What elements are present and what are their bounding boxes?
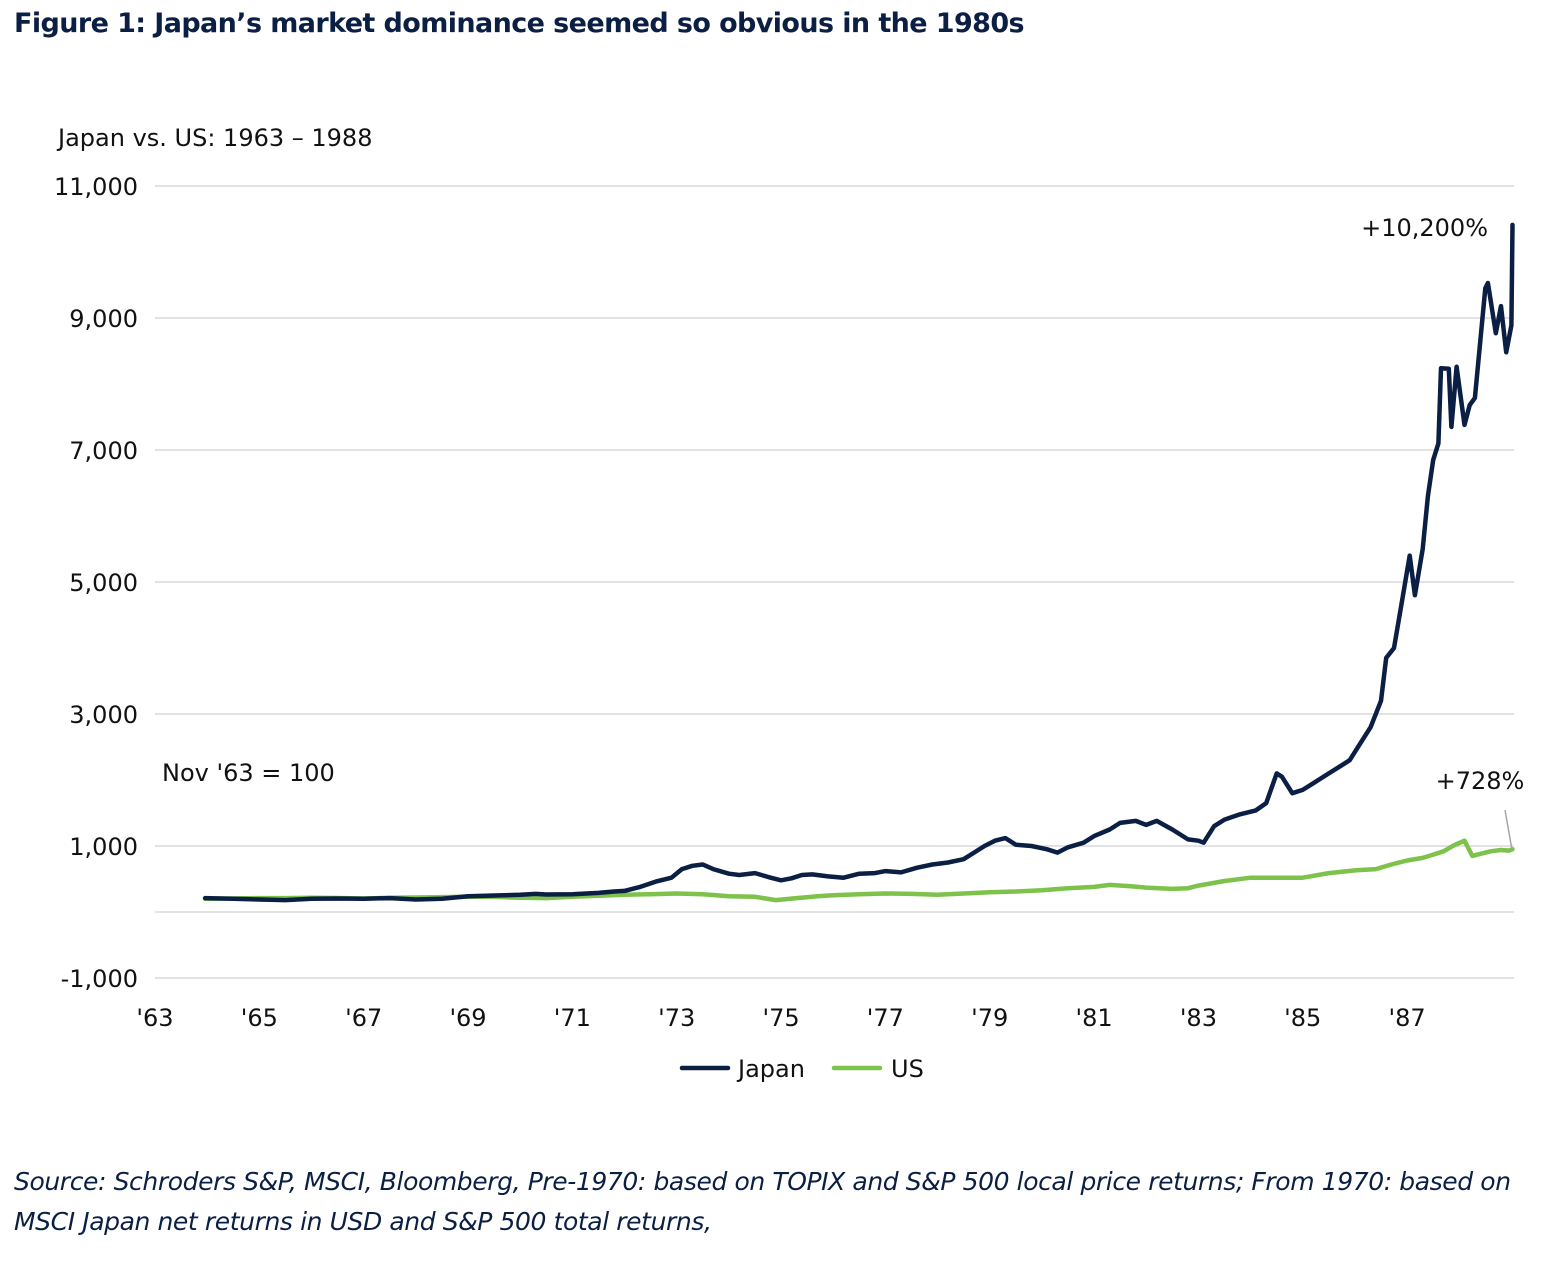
line-chart: -1,000 1,000 3,000 5,000 7,000 9,000 11,000 '6… xyxy=(54,124,1525,1083)
series-line-us xyxy=(202,838,1515,903)
series-lines xyxy=(202,222,1515,903)
annotation-leader-line xyxy=(1504,809,1513,851)
x-tick-label: '71 xyxy=(554,1004,591,1032)
legend: Japan US xyxy=(679,1055,924,1083)
x-tick-label: '87 xyxy=(1389,1004,1426,1032)
x-tick-label: '63 xyxy=(136,1004,173,1032)
chart-subtitle: Japan vs. US: 1963 – 1988 xyxy=(56,124,372,152)
x-tick-label: '85 xyxy=(1284,1004,1321,1032)
annotation-us-return: +728% xyxy=(1436,767,1525,795)
series-line-japan xyxy=(202,222,1515,903)
y-tick-label: 5,000 xyxy=(69,569,138,597)
x-tick-label: '77 xyxy=(867,1004,904,1032)
y-tick-label: 3,000 xyxy=(69,701,138,729)
annotation-base: Nov '63 = 100 xyxy=(162,759,335,787)
source-footnote: Source: Schroders S&P, MSCI, Bloomberg, … xyxy=(14,1167,1511,1236)
y-tick-label: -1,000 xyxy=(61,965,138,993)
y-tick-label: 11,000 xyxy=(54,173,138,201)
annotation-japan-return: +10,200% xyxy=(1361,214,1488,242)
legend-item-japan: Japan xyxy=(679,1055,805,1083)
x-tick-label: '81 xyxy=(1075,1004,1112,1032)
figure-title: Figure 1: Japan’s market dominance seeme… xyxy=(14,8,1025,39)
x-tick-label: '65 xyxy=(241,1004,278,1032)
x-tick-label: '83 xyxy=(1180,1004,1217,1032)
y-tick-label: 9,000 xyxy=(69,305,138,333)
y-axis-ticks: -1,000 1,000 3,000 5,000 7,000 9,000 11,000 xyxy=(54,173,138,993)
annotations: Japan vs. US: 1963 – 1988 Nov '63 = 100 +1… xyxy=(56,124,1525,851)
x-tick-label: '69 xyxy=(449,1004,486,1032)
legend-item-us: US xyxy=(831,1055,924,1083)
x-tick-label: '67 xyxy=(345,1004,382,1032)
x-tick-label: '75 xyxy=(762,1004,799,1032)
y-tick-label: 7,000 xyxy=(69,437,138,465)
x-tick-label: '79 xyxy=(971,1004,1008,1032)
gridlines xyxy=(155,185,1514,979)
y-tick-label: 1,000 xyxy=(69,833,138,861)
x-axis-ticks: '63 '65 '67 '69 '71 '73 '75 '77 '79 '81 '83 '85 '87 xyxy=(136,1004,1425,1032)
legend-label: Japan xyxy=(736,1055,805,1083)
legend-label: US xyxy=(891,1055,924,1083)
x-tick-label: '73 xyxy=(658,1004,695,1032)
